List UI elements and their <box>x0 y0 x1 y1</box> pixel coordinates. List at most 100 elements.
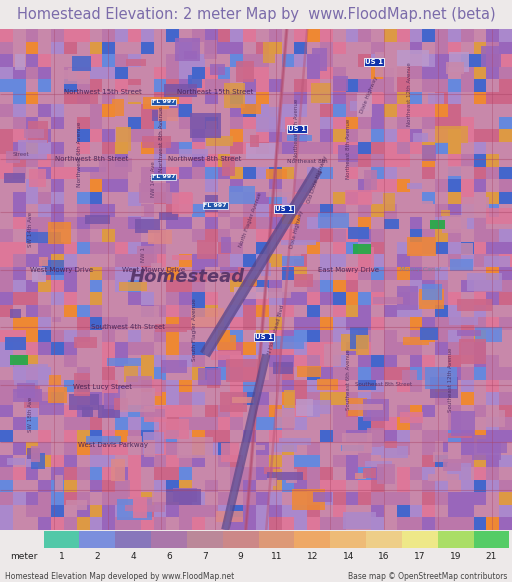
Text: Southeast 8th Street: Southeast 8th Street <box>355 382 413 387</box>
Bar <box>397 329 410 342</box>
Bar <box>38 492 51 505</box>
Bar <box>486 229 499 242</box>
Bar <box>294 354 307 367</box>
Bar <box>166 242 179 254</box>
Bar <box>448 467 461 480</box>
Bar <box>166 79 179 92</box>
Bar <box>294 329 307 342</box>
Bar <box>90 455 102 467</box>
Bar <box>77 480 90 492</box>
Bar <box>230 342 243 354</box>
Bar <box>78 167 106 172</box>
Bar <box>333 317 346 329</box>
Bar <box>269 92 282 104</box>
Bar <box>256 242 269 254</box>
Bar <box>166 342 179 354</box>
Bar <box>166 142 179 154</box>
Bar <box>230 292 243 304</box>
Bar <box>448 329 461 342</box>
Bar <box>141 480 154 492</box>
Bar <box>269 129 282 142</box>
Bar <box>282 317 294 329</box>
Bar <box>371 279 384 292</box>
Bar <box>384 67 397 79</box>
Bar <box>64 430 77 442</box>
Bar <box>141 267 154 279</box>
Bar <box>102 267 115 279</box>
Text: NW 1: NW 1 <box>141 247 146 262</box>
Bar <box>154 154 166 167</box>
Bar <box>166 489 201 505</box>
Bar <box>294 404 307 417</box>
Bar <box>205 154 218 167</box>
Bar <box>128 455 141 467</box>
Bar <box>461 42 474 54</box>
Bar <box>320 480 333 492</box>
Bar <box>435 154 448 167</box>
Bar <box>448 117 461 129</box>
Bar <box>474 505 486 517</box>
Bar <box>333 417 346 430</box>
Bar <box>267 471 303 480</box>
Bar <box>26 492 38 505</box>
Bar <box>38 430 51 442</box>
Bar <box>141 279 154 292</box>
Bar <box>264 467 281 474</box>
Bar <box>218 329 230 342</box>
Bar <box>410 79 422 92</box>
Bar <box>313 400 331 414</box>
Bar <box>154 192 166 204</box>
Bar <box>102 129 115 142</box>
Bar <box>154 267 166 279</box>
Bar <box>102 254 115 267</box>
Bar <box>371 92 384 104</box>
Bar <box>77 217 90 229</box>
Bar <box>461 167 474 179</box>
Bar <box>294 79 307 92</box>
Bar <box>333 76 348 91</box>
Bar <box>192 192 205 204</box>
Bar <box>13 329 26 342</box>
Bar <box>474 404 486 417</box>
Bar <box>90 367 102 379</box>
Bar <box>307 129 320 142</box>
Bar <box>126 376 153 389</box>
Bar <box>358 480 371 492</box>
Bar <box>192 267 205 279</box>
Bar <box>218 342 230 354</box>
Bar <box>187 531 223 548</box>
Bar <box>461 430 474 442</box>
Bar <box>410 229 422 242</box>
Bar <box>307 430 320 442</box>
Bar <box>381 446 408 459</box>
Bar <box>77 342 90 354</box>
Bar <box>307 79 320 92</box>
Bar <box>218 179 230 192</box>
Bar <box>0 29 13 42</box>
Bar <box>307 104 320 117</box>
Bar <box>333 367 346 379</box>
Bar <box>294 480 307 492</box>
Bar <box>64 242 77 254</box>
Bar <box>77 404 90 417</box>
Bar <box>64 517 77 530</box>
Bar <box>64 317 77 329</box>
Bar <box>64 167 77 179</box>
Bar <box>333 267 346 279</box>
Bar <box>307 505 320 517</box>
Bar <box>166 67 179 79</box>
Bar <box>137 246 157 265</box>
Bar <box>38 279 51 292</box>
Bar <box>397 117 410 129</box>
Bar <box>0 79 13 92</box>
Bar <box>307 367 320 379</box>
Bar <box>154 142 166 154</box>
Bar <box>230 192 243 204</box>
Bar <box>205 42 218 54</box>
Bar <box>358 379 376 390</box>
Bar <box>371 455 384 467</box>
Bar <box>451 411 475 436</box>
Bar <box>102 192 115 204</box>
Bar <box>13 492 26 505</box>
Bar <box>461 229 474 242</box>
